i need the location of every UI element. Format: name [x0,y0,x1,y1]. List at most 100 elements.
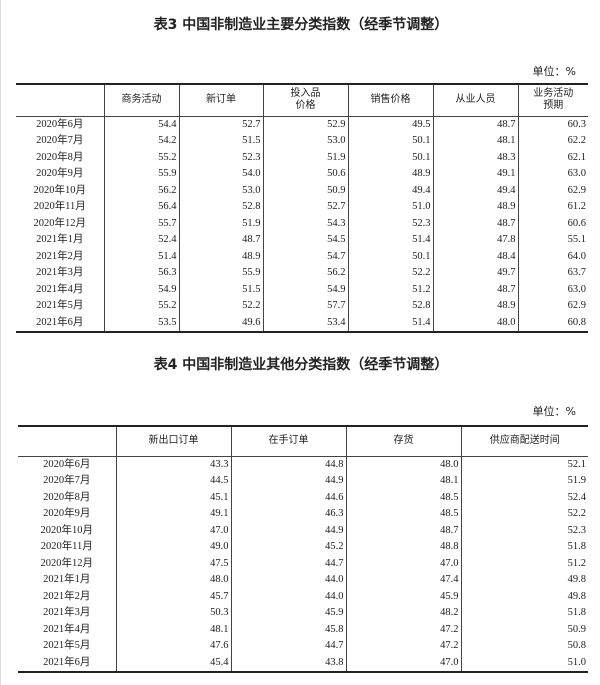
table-cell: 44.5 [115,473,231,490]
row-label: 2021年6月 [36,316,84,328]
table-row: 2020年11月 49.0 45.2 48.8 51.8 [18,539,588,556]
row-label: 2020年6月 [43,458,91,470]
row-label: 2020年6月 [36,118,84,130]
table-cell: 51.8 [460,605,588,622]
table-cell: 62.9 [517,298,588,315]
row-label: 2020年9月 [43,508,91,519]
table-cell: 51.9 [460,473,588,490]
row-label: 2020年11月 [33,201,86,212]
column-header: 供应商配送时间 [460,426,588,456]
column-header [18,426,116,456]
table-cell: 48.0 [432,314,518,332]
table-cell: 49.6 [178,314,263,332]
table-cell: 48.0 [345,456,461,473]
table-cell: 47.2 [345,638,461,655]
table-cell: 51.0 [347,199,433,216]
table-cell: 64.0 [517,248,588,265]
column-header: 从业人员 [432,84,518,116]
table-cell: 52.2 [347,265,433,282]
table-cell: 49.5 [347,116,433,133]
table-cell: 47.6 [115,638,231,655]
table4-unit: 单位：% [532,405,576,418]
table-cell: 51.0 [460,654,588,672]
row-label: 2020年12月 [33,217,87,229]
table-cell: 62.1 [517,149,588,166]
row-label: 2021年1月 [43,574,91,585]
table-cell: 52.4 [103,232,179,249]
table-cell: 48.9 [178,248,263,265]
column-header: 存货 [345,426,461,456]
column-header: 销售价格 [347,84,433,116]
table-cell: 48.7 [178,232,263,249]
table-cell: 50.8 [460,638,588,655]
table-row: 2020年10月 47.0 44.9 48.7 52.3 [18,522,588,539]
column-header [16,84,104,116]
table4-title: 表4 中国非制造业其他分类指数（经季节调整） [153,357,449,373]
table-cell: 52.4 [460,489,588,506]
table3: 商务活动 新订单 投入品 价格 销售价格 从业人员 业务活动 预期 2020年6月 54.4… [16,83,588,333]
table-row: 2021年3月 50.3 45.9 48.2 51.8 [18,605,588,622]
table-cell: 55.1 [517,232,588,249]
table-cell: 46.3 [230,506,346,523]
table-cell: 50.6 [262,166,348,183]
table-row: 2021年1月 52.4 48.7 54.5 51.4 47.8 55.1 [16,232,588,249]
table-cell: 56.3 [103,265,179,282]
table-cell: 44.9 [230,522,346,539]
table-cell: 63.7 [517,265,588,282]
table-cell: 51.5 [178,133,263,150]
row-label: 2021年4月 [36,283,84,295]
table-cell: 44.0 [230,588,346,605]
table-row: 2020年6月 43.3 44.8 48.0 52.1 [18,456,588,473]
table-row: 2020年12月 55.7 51.9 54.3 52.3 48.7 60.6 [16,215,588,232]
row-label: 2020年7月 [36,135,84,146]
table-cell: 52.7 [262,199,348,216]
table-cell: 45.9 [345,588,461,605]
table-row: 2020年9月 49.1 46.3 48.5 52.2 [18,506,588,523]
table-cell: 45.1 [115,489,231,506]
table-row: 2020年11月 56.4 52.8 52.7 51.0 48.9 61.2 [16,199,588,216]
table-cell: 50.1 [347,133,433,150]
table-cell: 48.8 [345,539,461,556]
table-cell: 54.2 [103,133,179,150]
table-cell: 48.4 [432,248,518,265]
row-label: 2020年8月 [43,491,91,503]
table-cell: 48.7 [345,522,461,539]
table-cell: 54.0 [178,166,263,183]
column-header: 新订单 [178,84,263,116]
table-cell: 48.1 [115,621,231,638]
table-cell: 47.0 [115,522,231,539]
table-cell: 52.2 [178,298,263,315]
table-cell: 48.9 [432,199,518,216]
table-cell: 44.7 [230,638,346,655]
table-cell: 62.2 [517,133,588,150]
table-cell: 45.2 [230,539,346,556]
row-label: 2020年11月 [40,541,93,552]
table-row: 2021年5月 47.6 44.7 47.2 50.8 [18,638,588,655]
table3-unit: 单位：% [532,65,576,78]
table3-header-row: 商务活动 新订单 投入品 价格 销售价格 从业人员 业务活动 预期 [16,84,588,116]
table-row: 2020年7月 54.2 51.5 53.0 50.1 48.1 62.2 [16,133,588,150]
table-cell: 51.4 [103,248,179,265]
table-cell: 55.2 [103,149,179,166]
table-cell: 48.7 [432,215,518,232]
table-cell: 54.9 [103,281,179,298]
table-cell: 47.4 [345,572,461,589]
table-row: 2021年4月 54.9 51.5 54.9 51.2 48.7 63.0 [16,281,588,298]
table-row: 2021年1月 48.0 44.0 47.4 49.8 [18,572,588,589]
table-cell: 48.5 [345,506,461,523]
table-cell: 47.0 [345,555,461,572]
table-row: 2021年3月 56.3 55.9 56.2 52.2 49.7 63.7 [16,265,588,282]
table-cell: 44.7 [230,555,346,572]
table-cell: 51.8 [460,539,588,556]
table-cell: 53.5 [103,314,179,332]
table-cell: 54.4 [103,116,179,133]
table4: 新出口订单 在手订单 存货 供应商配送时间 2020年6月 43.3 44.8 48.0 52… [18,425,588,673]
table-cell: 54.9 [262,281,348,298]
row-label: 2020年10月 [40,524,94,536]
table-cell: 47.8 [432,232,518,249]
table-cell: 52.7 [178,116,263,133]
table-cell: 49.4 [432,182,518,199]
table-cell: 47.5 [115,555,231,572]
table-cell: 54.5 [262,232,348,249]
row-label: 2021年1月 [36,234,84,245]
